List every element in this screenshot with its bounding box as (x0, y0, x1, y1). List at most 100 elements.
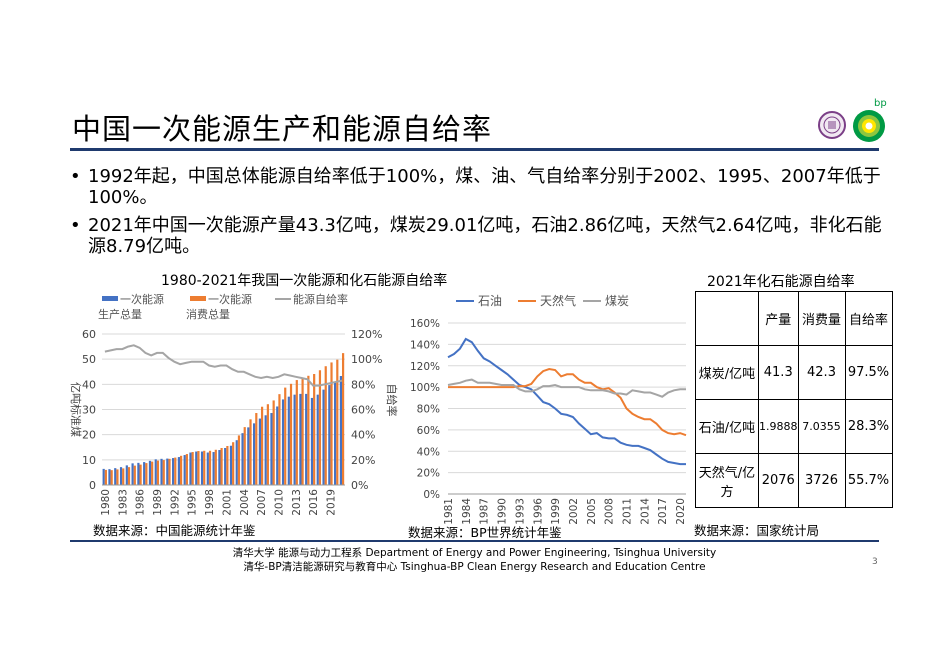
table-cell: 3726 (797, 453, 846, 508)
bar-consumption (122, 468, 125, 485)
x-tick-label: 1999 (550, 498, 562, 525)
x-tick-label: 2011 (622, 498, 634, 525)
bar-consumption (284, 387, 287, 485)
legend-consumption: 一次能源消费总量 (186, 292, 252, 321)
bar-consumption (341, 353, 345, 485)
page-number: 3 (872, 557, 878, 567)
y-axis-label: 亿吨标准煤 (69, 382, 83, 437)
y2-tick-label: 20% (351, 454, 375, 467)
bar-consumption (133, 465, 136, 485)
bar-production (172, 458, 175, 485)
bar-consumption (191, 452, 194, 485)
bar-consumption (318, 370, 322, 485)
bar-consumption (330, 362, 333, 485)
x-tick-label: 1986 (135, 489, 147, 516)
bar-consumption (220, 448, 223, 485)
table-header-cell: 消费量 (797, 291, 846, 346)
bar-consumption (208, 450, 212, 485)
table-cell: 煤炭/亿吨 (695, 345, 759, 400)
bar-consumption (272, 400, 275, 485)
x-tick-label: 2005 (586, 498, 598, 525)
chart1-energy-production-consumption: 0 10 20 30 40 50 60 0% 20% 40% 60% 80% 100% 120% 1980 1… (69, 292, 382, 516)
footer-divider (70, 540, 879, 542)
table-cell: 55.7% (844, 453, 893, 508)
bar-production (189, 452, 192, 485)
bar-production (281, 399, 285, 485)
x-tick-label: 1998 (204, 489, 216, 516)
table-cell: 7.0355 (797, 399, 846, 454)
y2-tick-label: 60% (351, 404, 375, 417)
table-cell: 1.9888 (758, 399, 799, 454)
bar-consumption (185, 454, 188, 485)
legend-gas: 天然气 (540, 293, 576, 308)
bar-production (339, 376, 342, 485)
bar-production (305, 393, 308, 485)
bar-consumption (214, 449, 217, 485)
y-tick-label: 20 (82, 429, 96, 442)
y-tick-label: 30 (82, 404, 96, 417)
bar-production (160, 458, 163, 485)
x-tick-label: 1995 (187, 489, 199, 516)
line-series (447, 378, 686, 398)
table-header-row: 产量 消费量 自给率 (695, 291, 893, 346)
footer-line: 清华大学 能源与动力工程系 Department of Energy and P… (232, 547, 717, 559)
bar-production (125, 465, 128, 485)
bar-consumption (162, 460, 165, 485)
x-tick-label: 2014 (639, 498, 651, 525)
y-tick-label: 160% (410, 318, 440, 330)
y-tick-label: 40 (82, 378, 96, 391)
bar-consumption (139, 464, 142, 485)
y-tick-label: 10 (82, 454, 96, 467)
bar-production (299, 393, 302, 485)
bar-consumption (174, 457, 177, 485)
bar-consumption (313, 374, 316, 485)
x-tick-label: 1993 (514, 498, 526, 525)
y2-tick-label: 80% (351, 378, 375, 391)
bar-production (270, 413, 273, 485)
bar-consumption (295, 380, 298, 485)
legend-text-line: 生产总量 (98, 307, 142, 321)
bar-production (177, 457, 180, 485)
bar-production (224, 448, 227, 485)
bar-production (287, 396, 290, 485)
bullet-item: 1992年起，中国总体能源自给率低于100%，煤、油、气自给率分别于2002、1… (70, 166, 890, 208)
bar-consumption (289, 383, 293, 485)
bar-production (137, 462, 140, 485)
page-title: 中国一次能源生产和能源自给率 (72, 112, 493, 146)
y-tick-label: 20% (417, 468, 440, 480)
x-tick-label: 2010 (273, 489, 285, 516)
legend-consumption-swatch (190, 296, 206, 301)
bar-production (154, 459, 157, 485)
y-tick-label: 60 (82, 328, 96, 341)
bar-production (241, 433, 244, 485)
bar-consumption (243, 427, 246, 485)
bar-production (143, 462, 146, 485)
bar-production (258, 418, 261, 485)
bar-consumption (307, 375, 310, 485)
bar-production (334, 382, 337, 485)
x-tick-label: 1980 (100, 489, 112, 516)
bar-production (310, 397, 314, 485)
line-series (448, 367, 687, 437)
x-tick-label: 2007 (256, 489, 268, 516)
bar-production (200, 451, 204, 485)
x-tick-label: 1990 (497, 498, 509, 525)
bar-production (229, 445, 233, 485)
y-tick-label: 40% (417, 446, 440, 458)
legend-coal: 煤炭 (605, 294, 629, 308)
y-tick-label: 0 (89, 479, 96, 492)
x-tick-label: 2020 (675, 498, 687, 525)
bar-production (148, 460, 152, 485)
bar-consumption (145, 463, 148, 485)
y-axis-label: 自给率 (385, 384, 399, 417)
bar-production (276, 406, 279, 485)
x-tick-label: 2004 (239, 489, 251, 516)
y-tick-label: 0% (423, 489, 440, 501)
bp-helios-logo-icon: bp (853, 98, 887, 142)
bar-production (166, 458, 169, 485)
bar-production (206, 452, 209, 485)
bar-consumption (116, 469, 119, 485)
table-row: 石油/亿吨 1.9888 7.0355 28.3% (695, 399, 893, 454)
bar-production (218, 450, 221, 485)
bar-production (235, 440, 238, 485)
